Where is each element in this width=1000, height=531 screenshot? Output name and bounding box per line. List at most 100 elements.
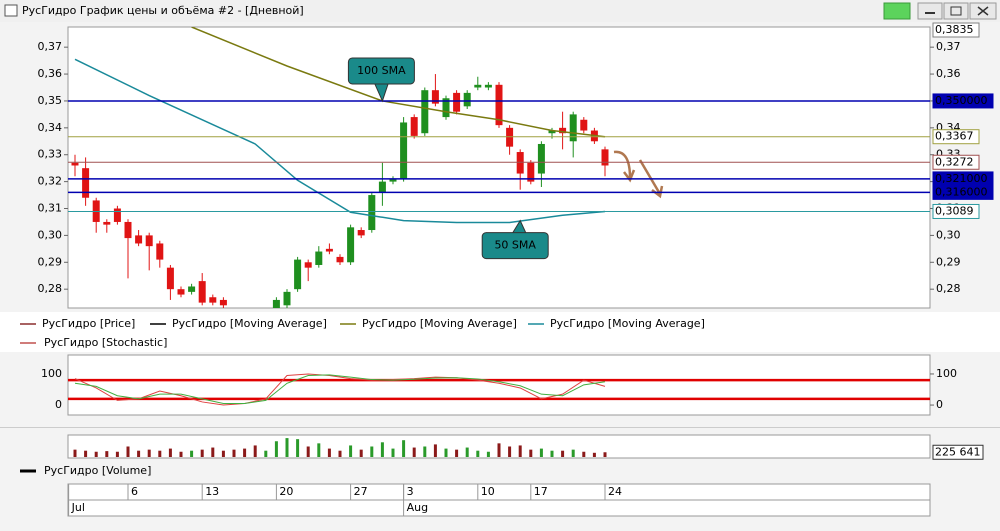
y-tick-label: 0,32	[38, 175, 63, 188]
candle-body	[484, 84, 492, 88]
candle-body	[166, 267, 174, 290]
candle-body	[347, 227, 355, 263]
volume-bar	[380, 442, 384, 457]
y-tick-label: 0,35	[38, 94, 63, 107]
candle-body	[209, 297, 217, 303]
candle-body	[315, 251, 323, 265]
y-tick-label: 0,36	[38, 67, 63, 80]
volume-bar	[391, 448, 395, 457]
candle-body	[82, 168, 90, 198]
legend-label: РусГидро [Moving Average]	[172, 317, 327, 330]
y-tick-label: 0,34	[38, 121, 63, 134]
legend-area	[0, 312, 1000, 352]
y-tick-label: 0,37	[38, 40, 63, 53]
candle-body	[463, 92, 471, 107]
candle-body	[431, 90, 439, 104]
candle-body	[537, 143, 545, 174]
candle-body	[421, 90, 429, 134]
volume-bar	[264, 450, 268, 457]
candle-body	[177, 289, 185, 295]
candle-body	[272, 299, 280, 308]
level-label: 0,321000	[935, 172, 988, 185]
maximize-glyph	[950, 6, 962, 16]
candle-body	[495, 84, 503, 126]
x-tick-label: 27	[354, 485, 368, 498]
maximize-button[interactable]	[943, 2, 969, 20]
candle-body	[145, 235, 153, 247]
y-tick-label: 0,33	[38, 148, 63, 161]
minimize-button[interactable]	[917, 2, 943, 20]
y-tick-label: 0,28	[38, 282, 63, 295]
volume-bar	[137, 450, 141, 457]
volume-marker	[932, 444, 984, 460]
legend-label: РусГидро [Moving Average]	[362, 317, 517, 330]
candle-body	[156, 243, 164, 260]
volume-bar	[518, 445, 522, 457]
y-tick-label: 0,29	[936, 255, 961, 268]
volume-bar	[465, 447, 469, 457]
volume-bar	[444, 448, 448, 457]
candle-body	[474, 84, 482, 88]
stochastic-plot-area	[67, 354, 931, 416]
candle-body	[601, 149, 609, 166]
candle-body	[548, 130, 556, 134]
level-marker	[932, 22, 980, 38]
level-label: 0,350000	[935, 94, 988, 107]
moving-average-line	[74, 58, 606, 224]
level-marker	[932, 154, 980, 170]
candle-body	[559, 127, 567, 134]
y-tick-label: 0,31	[38, 202, 63, 215]
stochastic-line	[74, 374, 606, 404]
volume-bar	[571, 449, 575, 457]
volume-bar	[221, 450, 225, 457]
volume-bar	[168, 448, 172, 457]
volume-label: РусГидро [Volume]	[44, 464, 151, 477]
window-title: РусГидро График цены и объёма #2 - [Днев…	[22, 4, 304, 17]
candle-body	[113, 208, 121, 222]
volume-bar	[529, 449, 533, 457]
candle-body	[400, 122, 408, 179]
callout-text: 100 SMA	[357, 64, 406, 77]
x-tick-label: 3	[407, 485, 414, 498]
volume-bar	[603, 452, 607, 457]
x-tick-label: 17	[534, 485, 548, 498]
x-tick-label: 13	[205, 485, 219, 498]
volume-bar	[115, 451, 119, 457]
volume-bar	[402, 440, 406, 457]
y-tick-label: 0,37	[936, 40, 961, 53]
volume-bar	[370, 446, 374, 457]
candle-body	[188, 286, 196, 292]
level-marker	[932, 129, 980, 145]
candle-body	[103, 221, 111, 225]
candle-body	[198, 281, 206, 303]
volume-bar	[158, 450, 162, 457]
price-plot	[71, 27, 609, 308]
volume-bar	[126, 446, 130, 457]
link-button[interactable]	[883, 2, 911, 20]
legend-label: РусГидро [Moving Average]	[550, 317, 705, 330]
volume-bar	[232, 449, 236, 457]
volume-bar	[508, 446, 512, 457]
legend-label: РусГидро [Price]	[42, 317, 135, 330]
volume-bar	[455, 449, 459, 457]
candle-body	[304, 262, 312, 268]
volume-bar	[147, 449, 151, 457]
candle-body	[569, 114, 577, 142]
volume-bar	[200, 449, 204, 457]
level-marker	[932, 93, 994, 109]
x-tick-label: 24	[608, 485, 622, 498]
y-tick-label: 0,36	[936, 67, 961, 80]
volume-bar	[94, 451, 98, 457]
y-tick-label: 0	[55, 398, 62, 411]
volume-bar	[274, 441, 278, 457]
volume-bar	[582, 451, 586, 457]
candle-body	[135, 235, 143, 244]
candle-body	[71, 162, 79, 166]
volume-bar	[476, 450, 480, 457]
candle-body	[453, 92, 461, 112]
y-tick-label: 0	[936, 398, 943, 411]
volume-bar	[433, 444, 437, 457]
volume-bar	[296, 439, 300, 457]
volume-bar	[190, 450, 194, 457]
price-plot-area	[67, 26, 931, 309]
